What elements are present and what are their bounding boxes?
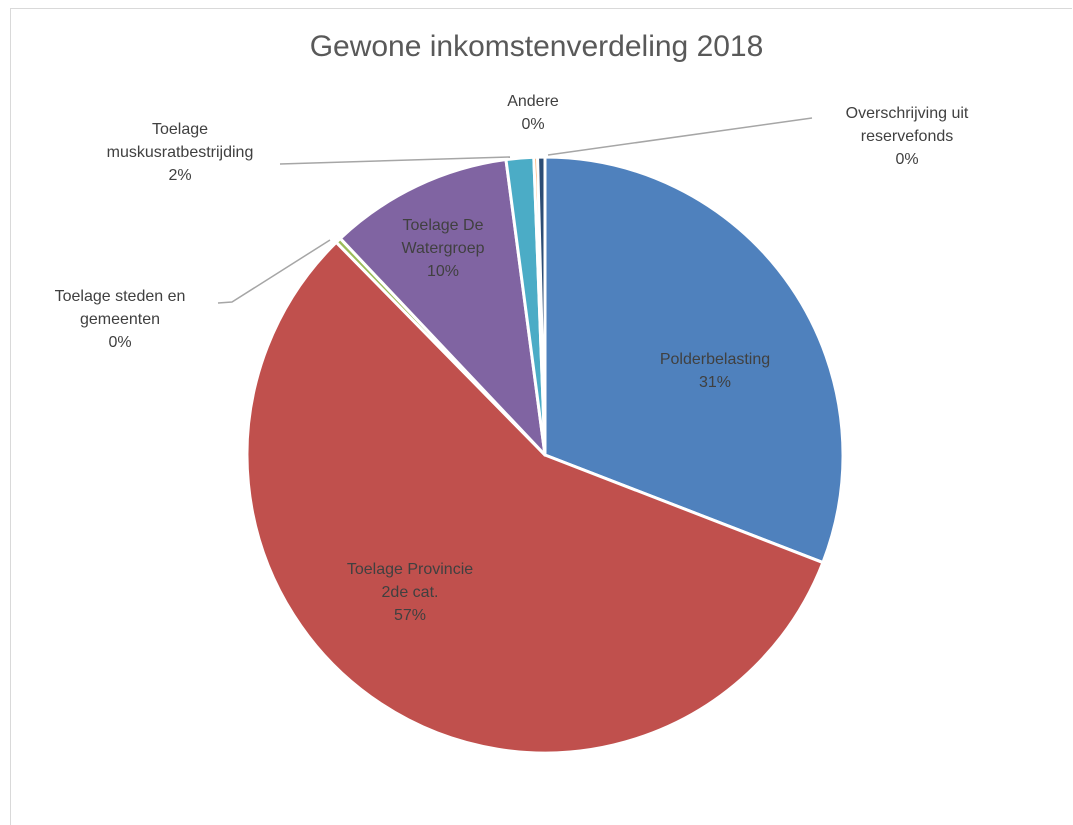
label-name: Toelage De Watergroep: [401, 217, 485, 257]
pie-slice: [536, 155, 547, 457]
label-value: 0%: [108, 334, 132, 351]
label-name: Polderbelasting: [659, 351, 771, 368]
chart-frame: [10, 8, 1072, 825]
data-label: Toelage muskusratbestrijding 2%: [105, 118, 255, 187]
data-label: Toelage steden en gemeenten 0%: [20, 285, 220, 354]
leader-line: [547, 117, 813, 156]
label-value: 10%: [426, 263, 460, 280]
label-value: 57%: [393, 607, 427, 624]
label-name: Andere: [507, 93, 559, 110]
data-label: Toelage De Watergroep 10%: [393, 214, 493, 283]
pie-slice: [338, 158, 547, 457]
label-name: Toelage muskusratbestrijding: [106, 121, 254, 161]
label-name: Toelage Provincie 2de cat.: [346, 561, 474, 601]
chart-title: Gewone inkomstenverdeling 2018: [309, 30, 764, 63]
leader-line: [279, 156, 511, 165]
data-label: Overschrijving uit reservefonds 0%: [812, 102, 1002, 171]
label-value: 31%: [698, 374, 732, 391]
label-value: 0%: [521, 116, 545, 133]
label-value: 0%: [895, 151, 919, 168]
pie-slice: [543, 155, 845, 565]
data-label: Toelage Provincie 2de cat. 57%: [335, 558, 485, 627]
label-name: Toelage steden en gemeenten: [54, 288, 186, 328]
data-label: Andere 0%: [493, 90, 573, 136]
label-name: Overschrijving uit reservefonds: [845, 105, 969, 145]
pie-slice: [245, 240, 825, 755]
label-value: 2%: [168, 167, 192, 184]
leader-line: [217, 239, 331, 304]
data-label: Polderbelasting 31%: [645, 348, 785, 394]
